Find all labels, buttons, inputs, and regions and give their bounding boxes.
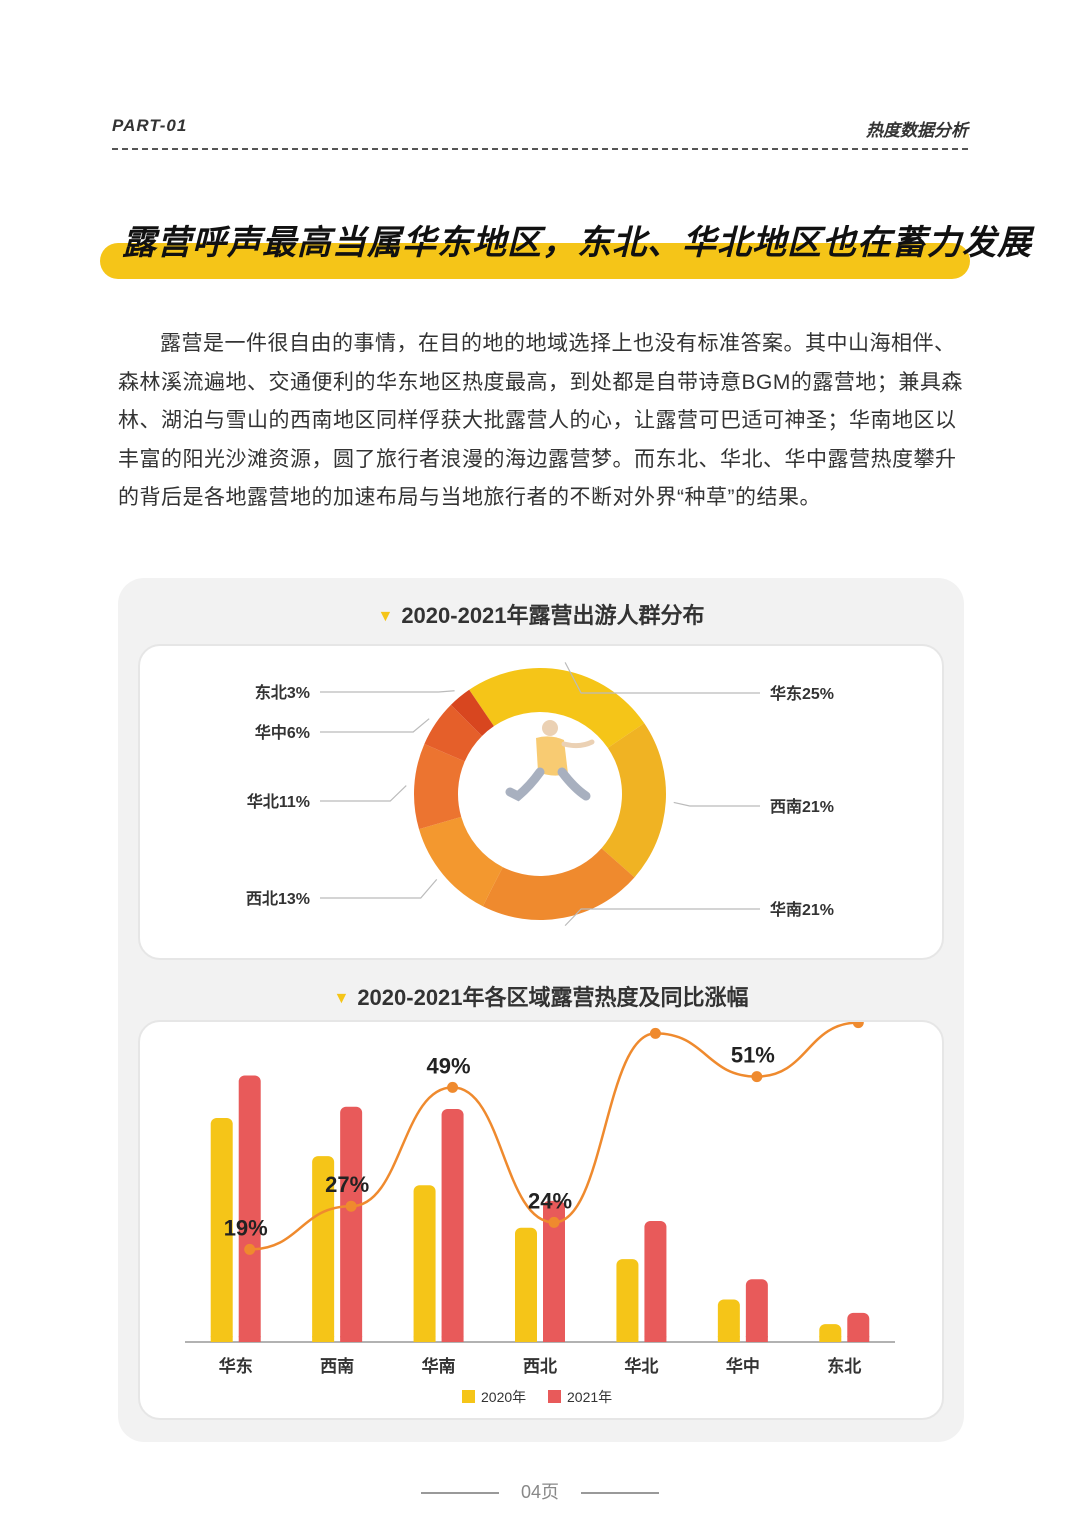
growth-label: 51%: [731, 1043, 775, 1068]
donut-leader-line: [320, 718, 430, 733]
bar-2020: [413, 1185, 436, 1342]
growth-point: [345, 1200, 357, 1212]
donut-slice: [469, 668, 645, 748]
bar-2021: [340, 1106, 363, 1342]
section-label: 热度数据分析: [866, 121, 968, 140]
growth-point: [447, 1081, 459, 1093]
growth-label: 49%: [427, 1053, 471, 1078]
bar-line-chart: 华东西南华南西北华北华中东北19%27%49%24%59%51%61%2020年…: [185, 989, 895, 1405]
donut-leader-line: [320, 879, 438, 899]
bar-2020: [515, 1227, 537, 1342]
page-number: 04页: [520, 1482, 560, 1502]
legend-swatch: [462, 1390, 475, 1403]
growth-point: [244, 1243, 256, 1255]
donut-leader-line: [673, 801, 760, 807]
camper-illustration: [505, 720, 595, 802]
legend-swatch: [548, 1390, 561, 1403]
donut-label: 华北11%: [247, 792, 310, 811]
donut-slice: [414, 743, 465, 830]
donut-label: 西南21%: [770, 797, 834, 816]
donut-slice: [601, 723, 666, 878]
footer-line-left: [420, 1492, 499, 1495]
triangle-icon: ▼: [377, 608, 394, 625]
growth-label: 19%: [224, 1215, 268, 1240]
bar-2020: [312, 1156, 335, 1342]
legend-label: 2021年: [567, 1389, 612, 1405]
donut-leader-line: [564, 662, 760, 694]
donut-slice: [482, 848, 635, 920]
title-highlight: [100, 243, 970, 279]
chart2-title: ▼ 2020-2021年各区域露营热度及同比涨幅: [118, 980, 964, 1012]
donut-leader-line: [320, 690, 455, 693]
intro-paragraph: 露营是一件很自由的事情，在目的地的地域选择上也没有标准答案。其中山海相伴、森林溪…: [118, 332, 963, 509]
page-title: 露营呼声最高当属华东地区，东北、华北地区也在蓄力发展: [122, 224, 1032, 262]
donut-chart: 华东25% 西南21% 华南21% 西北13% 华北11% 华中6% 东北3%: [246, 662, 834, 927]
footer-line-right: [581, 1492, 660, 1495]
legend-label: 2020年: [481, 1389, 526, 1405]
growth-label: 24%: [528, 1188, 572, 1213]
chart2-title-text: 2020-2021年各区域露营热度及同比涨幅: [357, 985, 749, 1010]
bar-2021: [441, 1109, 464, 1342]
bar-2021: [745, 1279, 768, 1342]
triangle-icon: ▼: [333, 990, 350, 1007]
donut-label: 华南21%: [770, 900, 834, 919]
x-tick-label: 华南: [422, 1356, 456, 1376]
x-tick-label: 东北: [827, 1356, 861, 1376]
bar-2020: [616, 1259, 639, 1342]
x-tick-label: 华北: [624, 1356, 658, 1376]
title-block: 露营呼声最高当属华东地区，东北、华北地区也在蓄力发展: [100, 205, 1031, 285]
part-label: PART-01: [112, 116, 188, 135]
donut-slice: [419, 816, 503, 907]
bar-2021: [847, 1312, 870, 1342]
chart1-title: ▼ 2020-2021年露营出游人群分布: [118, 598, 964, 630]
growth-point: [751, 1071, 763, 1083]
charts-panel: ▼ 2020-2021年露营出游人群分布 华东25% 西南21% 华南21% 西北13%…: [118, 578, 964, 1442]
growth-label: 27%: [325, 1172, 369, 1197]
donut-leader-line: [320, 785, 407, 802]
donut-slice: [450, 689, 494, 737]
growth-label: 59%: [629, 1022, 673, 1024]
header-divider: [112, 148, 968, 150]
donut-label: 华东25%: [770, 684, 834, 703]
growth-point: [649, 1027, 661, 1039]
growth-point: [548, 1216, 560, 1228]
donut-label: 东北3%: [255, 683, 310, 702]
bar-2020: [717, 1299, 740, 1342]
x-tick-label: 西南: [320, 1356, 354, 1376]
donut-label: 西北13%: [246, 890, 310, 908]
bar-2020: [210, 1118, 233, 1342]
x-tick-label: 华中: [726, 1356, 760, 1376]
growth-point: [852, 1017, 864, 1029]
donut-label: 华中6%: [255, 723, 310, 742]
page-footer: 04页: [0, 1478, 1080, 1504]
x-tick-label: 华东: [219, 1356, 253, 1376]
x-tick-label: 西北: [523, 1357, 557, 1376]
bar-2021: [543, 1200, 565, 1342]
donut-card: 华东25% 西南21% 华南21% 西北13% 华北11% 华中6% 东北3%: [138, 644, 944, 960]
bar-2021: [644, 1221, 667, 1342]
chart1-title-text: 2020-2021年露营出游人群分布: [401, 603, 705, 628]
bar-2021: [238, 1075, 261, 1342]
bar-card: 华东西南华南西北华北华中东北19%27%49%24%59%51%61%2020年…: [138, 989, 944, 1420]
donut-leader-line: [564, 908, 760, 927]
donut-slice: [424, 704, 483, 762]
